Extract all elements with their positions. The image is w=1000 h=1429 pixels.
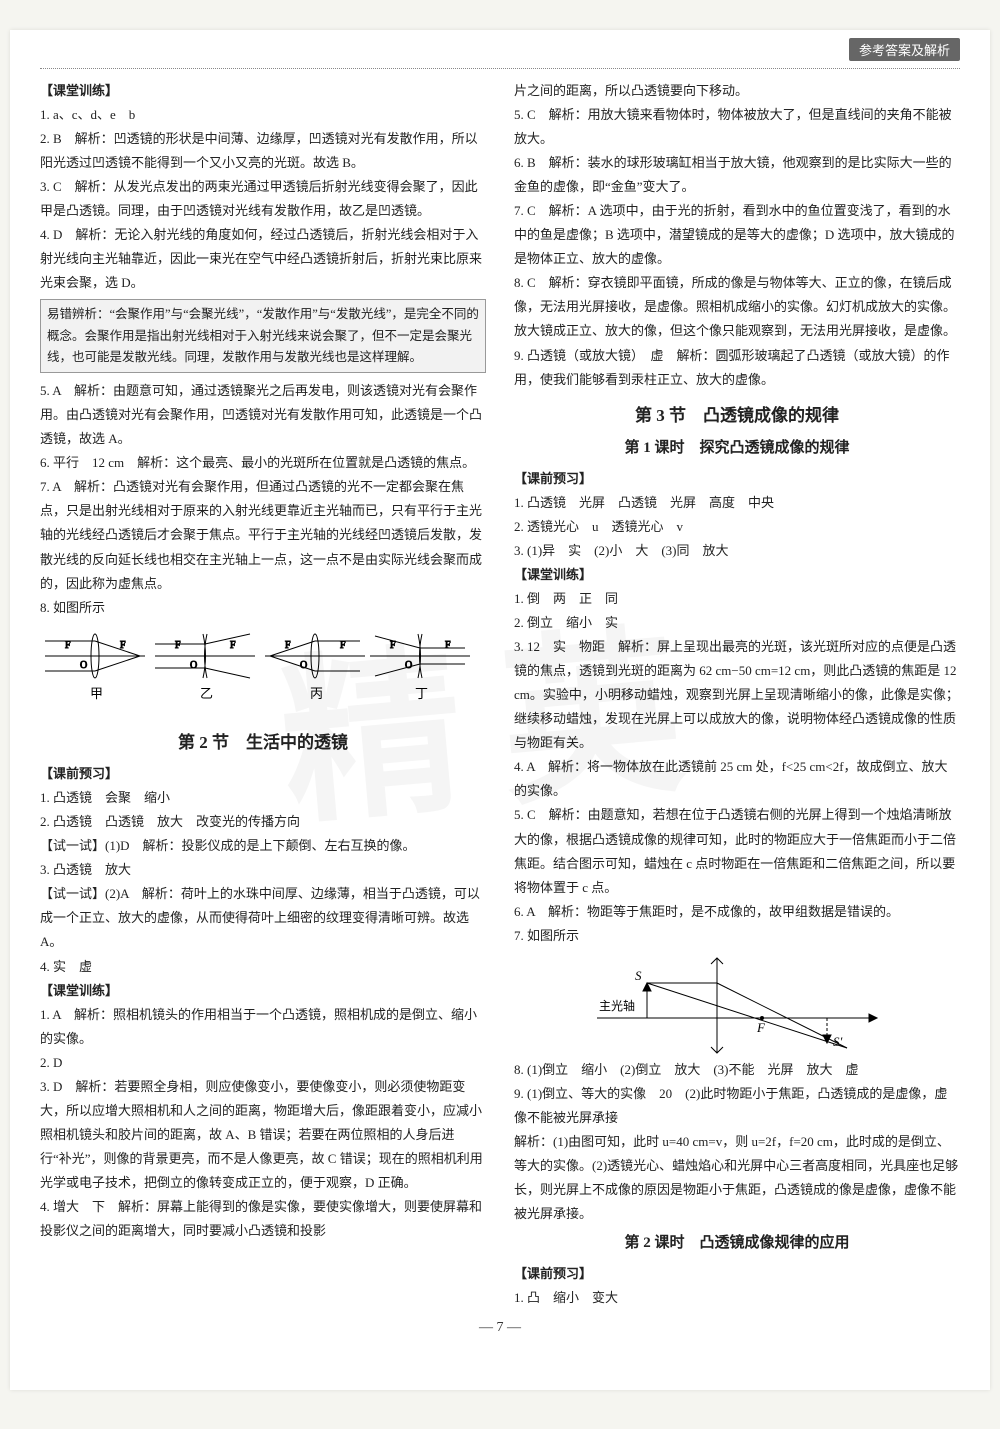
answer-item: 5. C 解析：由题意知，若想在位于凸透镜右侧的光屏上得到一个烛焰清晰放大的像，… [514, 803, 960, 899]
section-class-training-2: 【课堂训练】 [40, 979, 486, 1003]
answer-item: 2. 倒立 缩小 实 [514, 611, 960, 635]
answer-item: 7. C 解析：A 选项中，由于光的折射，看到水中的鱼位置变浅了，看到的水中的鱼… [514, 199, 960, 271]
answer-item: 1. 凸透镜 光屏 凸透镜 光屏 高度 中央 [514, 491, 960, 515]
svg-text:F: F [175, 640, 181, 651]
svg-text:F: F [230, 640, 236, 651]
try-item: 【试一试】(2)A 解析：荷叶上的水珠中间厚、边缘薄，相当于凸透镜，可以成一个正… [40, 882, 486, 954]
header-badge: 参考答案及解析 [849, 38, 960, 61]
answer-item: 9. 凸透镜（或放大镜） 虚 解析：圆弧形玻璃起了凸透镜（或放大镜）的作用，使我… [514, 344, 960, 392]
answer-item: 3. 凸透镜 放大 [40, 858, 486, 882]
ray-diagram-svg: 主光轴 S F S′ [587, 948, 887, 1058]
answer-item: 6. B 解析：装水的球形玻璃缸相当于放大镜，他观察到的是比实际大一些的金鱼的虚… [514, 151, 960, 199]
answer-item: 1. A 解析：照相机镜头的作用相当于一个凸透镜，照相机成的是倒立、缩小的实像。 [40, 1003, 486, 1051]
svg-text:O: O [300, 660, 307, 671]
section-2-title: 第 2 节 生活中的透镜 [40, 727, 486, 758]
answer-item: 8. 如图所示 [40, 596, 486, 620]
ray-s-label: S [635, 968, 642, 983]
answer-item: 4. D 解析：无论入射光线的角度如何，经过凸透镜后，折射光线会相对于入射光线向… [40, 223, 486, 295]
diagram-label-a: 甲 [90, 686, 103, 701]
error-analysis-box: 易错辨析：“会聚作用”与“会聚光线”，“发散作用”与“发散光线”，是完全不同的概… [40, 299, 486, 373]
ray-axis-label: 主光轴 [599, 998, 635, 1013]
section-class-training: 【课堂训练】 [40, 79, 486, 103]
section-preview-title-3: 【课前预习】 [514, 467, 960, 491]
page-container: 参考答案及解析 精英 【课堂训练】 1. a、c、d、e b 2. B 解析：凹… [10, 30, 990, 1390]
answer-item: 4. 增大 下 解析：屏幕上能得到的像是实像，要使实像增大，则要使屏幕和投影仪之… [40, 1195, 486, 1243]
svg-text:O: O [405, 660, 412, 671]
answer-item: 片之间的距离，所以凸透镜要向下移动。 [514, 79, 960, 103]
answer-item: 1. 凸透镜 会聚 缩小 [40, 786, 486, 810]
answer-item: 2. B 解析：凹透镜的形状是中间薄、边缘厚，凹透镜对光有发散作用，所以阳光透过… [40, 127, 486, 175]
answer-item: 1. a、c、d、e b [40, 103, 486, 127]
section-3-title: 第 3 节 凸透镜成像的规律 [514, 400, 960, 431]
section-class-training-3: 【课堂训练】 [514, 563, 960, 587]
section-preview-title: 【课前预习】 [40, 762, 486, 786]
answer-item: 2. 透镜光心 u 透镜光心 v [514, 515, 960, 539]
svg-text:F: F [340, 640, 346, 651]
answer-item: 5. A 解析：由题意可知，通过透镜聚光之后再发电，则该透镜对光有会聚作用。由凸… [40, 379, 486, 451]
answer-item: 7. A 解析：凸透镜对光有会聚作用，但通过凸透镜的光不一定都会聚在焦点，只是出… [40, 475, 486, 595]
answer-item: 2. 凸透镜 凸透镜 放大 改变光的传播方向 [40, 810, 486, 834]
answer-item: 解析：(1)由图可知，此时 u=40 cm=v，则 u=2f，f=20 cm，此… [514, 1130, 960, 1226]
svg-text:F: F [65, 640, 71, 651]
try-item: 【试一试】(1)D 解析：投影仪成的是上下颠倒、左右互换的像。 [40, 834, 486, 858]
answer-item: 3. D 解析：若要照全身相，则应使像变小，要使像变小，则必须使物距变大，所以应… [40, 1075, 486, 1195]
page-number: — 7 — [40, 1320, 960, 1336]
answer-item: 4. 实 虚 [40, 955, 486, 979]
answer-item: 2. D [40, 1051, 486, 1075]
section-3-lesson1-title: 第 1 课时 探究凸透镜成像的规律 [514, 435, 960, 463]
answer-item: 3. 12 实 物距 解析：屏上呈现出最亮的光斑，该光斑所对应的点便是凸透镜的焦… [514, 635, 960, 755]
answer-item: 1. 倒 两 正 同 [514, 587, 960, 611]
section-3-lesson2-title: 第 2 课时 凸透镜成像规律的应用 [514, 1230, 960, 1258]
answer-item: 9. (1)倒立、等大的实像 20 (2)此时物距小于焦距，凸透镜成的是虚像，虚… [514, 1082, 960, 1130]
answer-item: 4. A 解析：将一物体放在此透镜前 25 cm 处，f<25 cm<2f，故成… [514, 755, 960, 803]
ray-diagram-container: 主光轴 S F S′ [514, 948, 960, 1058]
answer-item: 6. A 解析：物距等于焦距时，是不成像的，故甲组数据是错误的。 [514, 900, 960, 924]
right-column: 片之间的距离，所以凸透镜要向下移动。 5. C 解析：用放大镜来看物体时，物体被… [514, 79, 960, 1310]
answer-item: 7. 如图所示 [514, 924, 960, 948]
answer-item: 8. C 解析：穿衣镜即平面镜，所成的像是与物体等大、正立的像，在镜后成像，无法… [514, 271, 960, 343]
svg-text:O: O [80, 660, 87, 671]
diagram-label-d: 丁 [415, 686, 428, 701]
header-divider [40, 68, 960, 69]
answer-item: 1. 凸 缩小 变大 [514, 1286, 960, 1310]
answer-item: 8. (1)倒立 缩小 (2)倒立 放大 (3)不能 光屏 放大 虚 [514, 1058, 960, 1082]
lens-diagrams: F F O F F O [40, 626, 486, 719]
lens-diagram-svg: F F O F F O [40, 626, 470, 711]
svg-text:F: F [445, 640, 451, 651]
answer-item: 3. C 解析：从发光点发出的两束光通过甲透镜后折射光线变得会聚了，因此甲是凸透… [40, 175, 486, 223]
diagram-label-c: 丙 [310, 686, 323, 701]
left-column: 【课堂训练】 1. a、c、d、e b 2. B 解析：凹透镜的形状是中间薄、边… [40, 79, 486, 1310]
diagram-label-b: 乙 [200, 686, 213, 701]
section-preview-title-3b: 【课前预习】 [514, 1262, 960, 1286]
answer-item: 5. C 解析：用放大镜来看物体时，物体被放大了，但是直线间的夹角不能被放大。 [514, 103, 960, 151]
ray-f-label: F [756, 1020, 766, 1035]
answer-item: 6. 平行 12 cm 解析：这个最亮、最小的光斑所在位置就是凸透镜的焦点。 [40, 451, 486, 475]
answer-item: 3. (1)异 实 (2)小 大 (3)同 放大 [514, 539, 960, 563]
two-column-layout: 【课堂训练】 1. a、c、d、e b 2. B 解析：凹透镜的形状是中间薄、边… [40, 79, 960, 1310]
ray-sprime-label: S′ [833, 1034, 843, 1049]
svg-text:O: O [190, 660, 197, 671]
